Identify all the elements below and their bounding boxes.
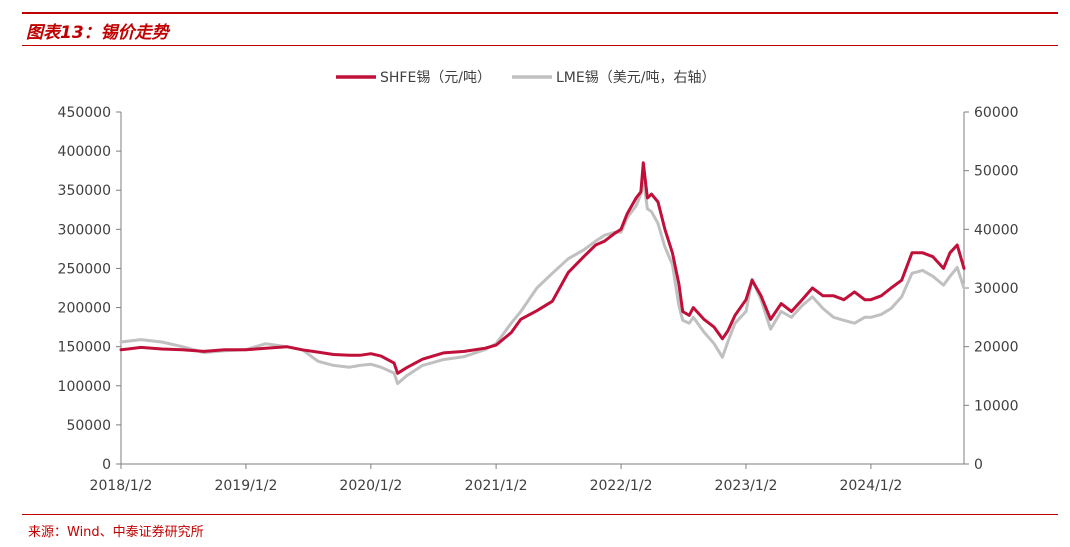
x-tick-label: 2021/1/2 xyxy=(465,478,528,494)
chart-axes: 0500001000001500002000002500003000003500… xyxy=(58,105,1019,494)
x-tick-label: 2020/1/2 xyxy=(339,478,402,494)
left-tick-label: 300000 xyxy=(58,222,111,238)
figure-title: 图表13：锡价走势 xyxy=(26,23,169,43)
left-tick-label: 0 xyxy=(102,457,111,473)
left-tick-label: 350000 xyxy=(58,183,111,199)
series-line-shfe xyxy=(119,161,966,375)
header-bottom-rule xyxy=(22,45,1058,46)
right-tick-label: 10000 xyxy=(974,398,1019,414)
right-tick-label: 0 xyxy=(974,457,983,473)
x-tick-label: 2022/1/2 xyxy=(590,478,653,494)
left-tick-label: 400000 xyxy=(58,144,111,160)
right-tick-label: 60000 xyxy=(974,105,1019,121)
legend-item-shfe-label: SHFE锡（元/吨） xyxy=(380,70,491,86)
left-tick-label: 250000 xyxy=(58,261,111,277)
legend-item-lme-label: LME锡（美元/吨，右轴） xyxy=(556,70,715,86)
left-tick-label: 100000 xyxy=(58,379,111,395)
left-tick-label: 450000 xyxy=(58,105,111,121)
x-tick-label: 2019/1/2 xyxy=(214,478,277,494)
right-tick-label: 30000 xyxy=(974,281,1019,297)
left-tick-label: 150000 xyxy=(58,340,111,356)
x-tick-label: 2024/1/2 xyxy=(839,478,902,494)
right-tick-label: 20000 xyxy=(974,340,1019,356)
x-tick-label: 2018/1/2 xyxy=(90,478,153,494)
chart-legend: SHFE锡（元/吨） LME锡（美元/吨，右轴） xyxy=(336,70,715,86)
footer-rule xyxy=(22,514,1058,515)
chart-series xyxy=(119,161,966,386)
left-tick-label: 50000 xyxy=(66,418,111,434)
right-tick-label: 50000 xyxy=(974,164,1019,180)
left-tick-label: 200000 xyxy=(58,301,111,317)
series-line-lme xyxy=(119,178,966,386)
x-tick-label: 2023/1/2 xyxy=(715,478,778,494)
header-top-rule xyxy=(22,12,1058,14)
source-note: 来源：Wind、中泰证券研究所 xyxy=(28,525,204,540)
right-tick-label: 40000 xyxy=(974,222,1019,238)
